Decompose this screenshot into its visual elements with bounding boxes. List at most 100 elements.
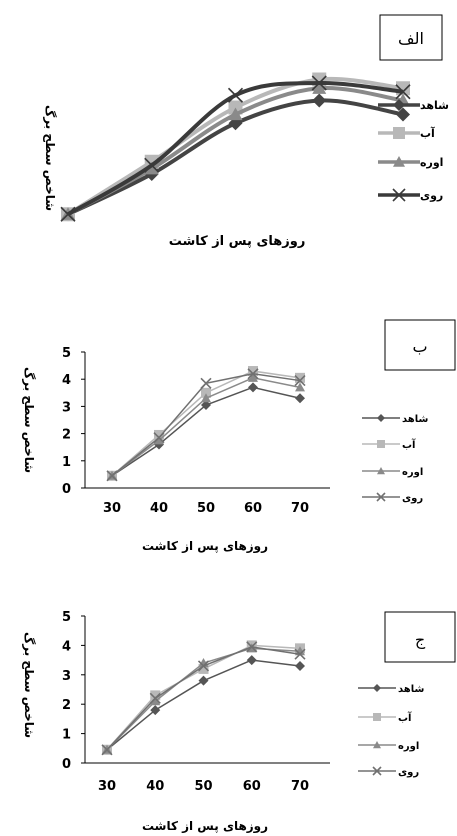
x-tick-label: 30 [103,501,121,516]
legend-marker [393,99,405,111]
y-axis-label: شاخص سطح برگ [22,632,37,738]
data-point [396,107,410,122]
data-point [248,366,258,377]
legend-marker [376,492,386,502]
data-point [198,663,209,674]
data-point [154,435,164,445]
x-axis-label: روزهای پس از کاشت [142,539,268,554]
data-point [101,744,113,756]
series-line [66,76,404,216]
panel-label-box [384,611,456,663]
data-point [294,374,306,387]
x-axis-label: روزهای پس از کاشت [169,234,306,249]
data-point [294,648,306,660]
x-tick-label: 70 [291,779,309,794]
x-tick-label: 40 [146,779,164,794]
y-tick-label: 2 [62,698,71,713]
legend-label: اوره [402,467,423,478]
data-point [154,429,164,440]
series-line [111,370,301,477]
legend-label: آب [398,711,412,724]
data-point [295,393,305,404]
data-point [295,660,305,671]
marker-stroke [247,368,259,380]
marker-stroke [197,660,210,672]
marker-stroke [311,75,327,91]
legend-label: اوره [420,156,443,169]
x-tick-label: 60 [244,501,262,516]
x-axis-label: روزهای پس از کاشت [142,819,268,834]
data-point [295,382,305,392]
marker-stroke [149,692,161,704]
panel-label: ب [412,337,427,356]
y-axis-label: شاخص سطح برگ [22,367,37,473]
data-point [150,690,161,701]
data-point [295,646,305,656]
marker-stroke [294,374,306,387]
marker-stroke [395,84,411,100]
data-point [150,705,161,716]
y-tick-label: 5 [62,610,71,625]
legend-marker [372,766,382,776]
data-point [106,470,118,482]
legend-marker [377,440,385,448]
marker-stroke [246,641,258,653]
data-point [246,641,258,653]
data-point [144,157,160,173]
x-tick-label: 40 [150,501,168,516]
legend-marker [392,188,406,202]
chart-panel-alef: الف شاخص سطح برگ روزهای پس از کاشت شاهد آ… [43,14,449,249]
marker-stroke [227,87,244,103]
marker-stroke [153,432,165,444]
data-point [197,660,210,672]
data-point [311,75,327,91]
marker-stroke [106,470,118,482]
legend-marker [373,713,381,721]
legend-marker [393,127,405,139]
data-point [246,655,257,666]
data-point [295,372,305,383]
legend-label: روی [398,767,419,778]
y-tick-label: 4 [62,373,71,388]
marker-stroke [200,377,212,389]
data-point [60,206,76,222]
x-tick-label: 30 [98,779,116,794]
data-point [153,432,165,444]
marker-stroke [60,206,76,222]
data-point [228,107,243,121]
data-point [227,87,244,103]
x-tick-label: 70 [291,501,309,516]
data-point [248,382,258,393]
y-tick-label: 4 [62,639,71,654]
legend-marker [377,414,385,422]
data-point [248,372,258,382]
data-point [198,675,209,686]
y-tick-label: 0 [62,482,71,497]
y-tick-label: 3 [62,669,71,684]
legend-label: آب [402,438,416,451]
data-point [201,393,211,403]
marker-stroke [376,492,386,502]
data-point [150,696,161,706]
y-tick-label: 1 [62,455,71,470]
chart-panel-jim: ج شاخص سطح برگ روزهای پس از کاشت 0 1 2 3 4 5 3… [22,610,456,834]
data-point [247,368,259,380]
legend-label: شاهد [402,414,428,425]
marker-stroke [294,648,306,660]
panel-label: ج [415,630,426,650]
x-tick-label: 50 [197,501,215,516]
legend-label: شاهد [420,99,449,112]
y-tick-label: 2 [62,428,71,443]
marker-stroke [101,744,113,756]
data-point [201,387,211,398]
panel-label-box [379,14,443,61]
y-tick-label: 3 [62,400,71,415]
legend-marker [373,741,381,749]
data-point [395,84,411,100]
legend-marker [377,467,385,475]
y-axis-label: شاخص سطح برگ [43,105,58,211]
legend-label: آب [420,126,435,140]
data-point [312,81,327,94]
legend-marker [373,684,381,692]
